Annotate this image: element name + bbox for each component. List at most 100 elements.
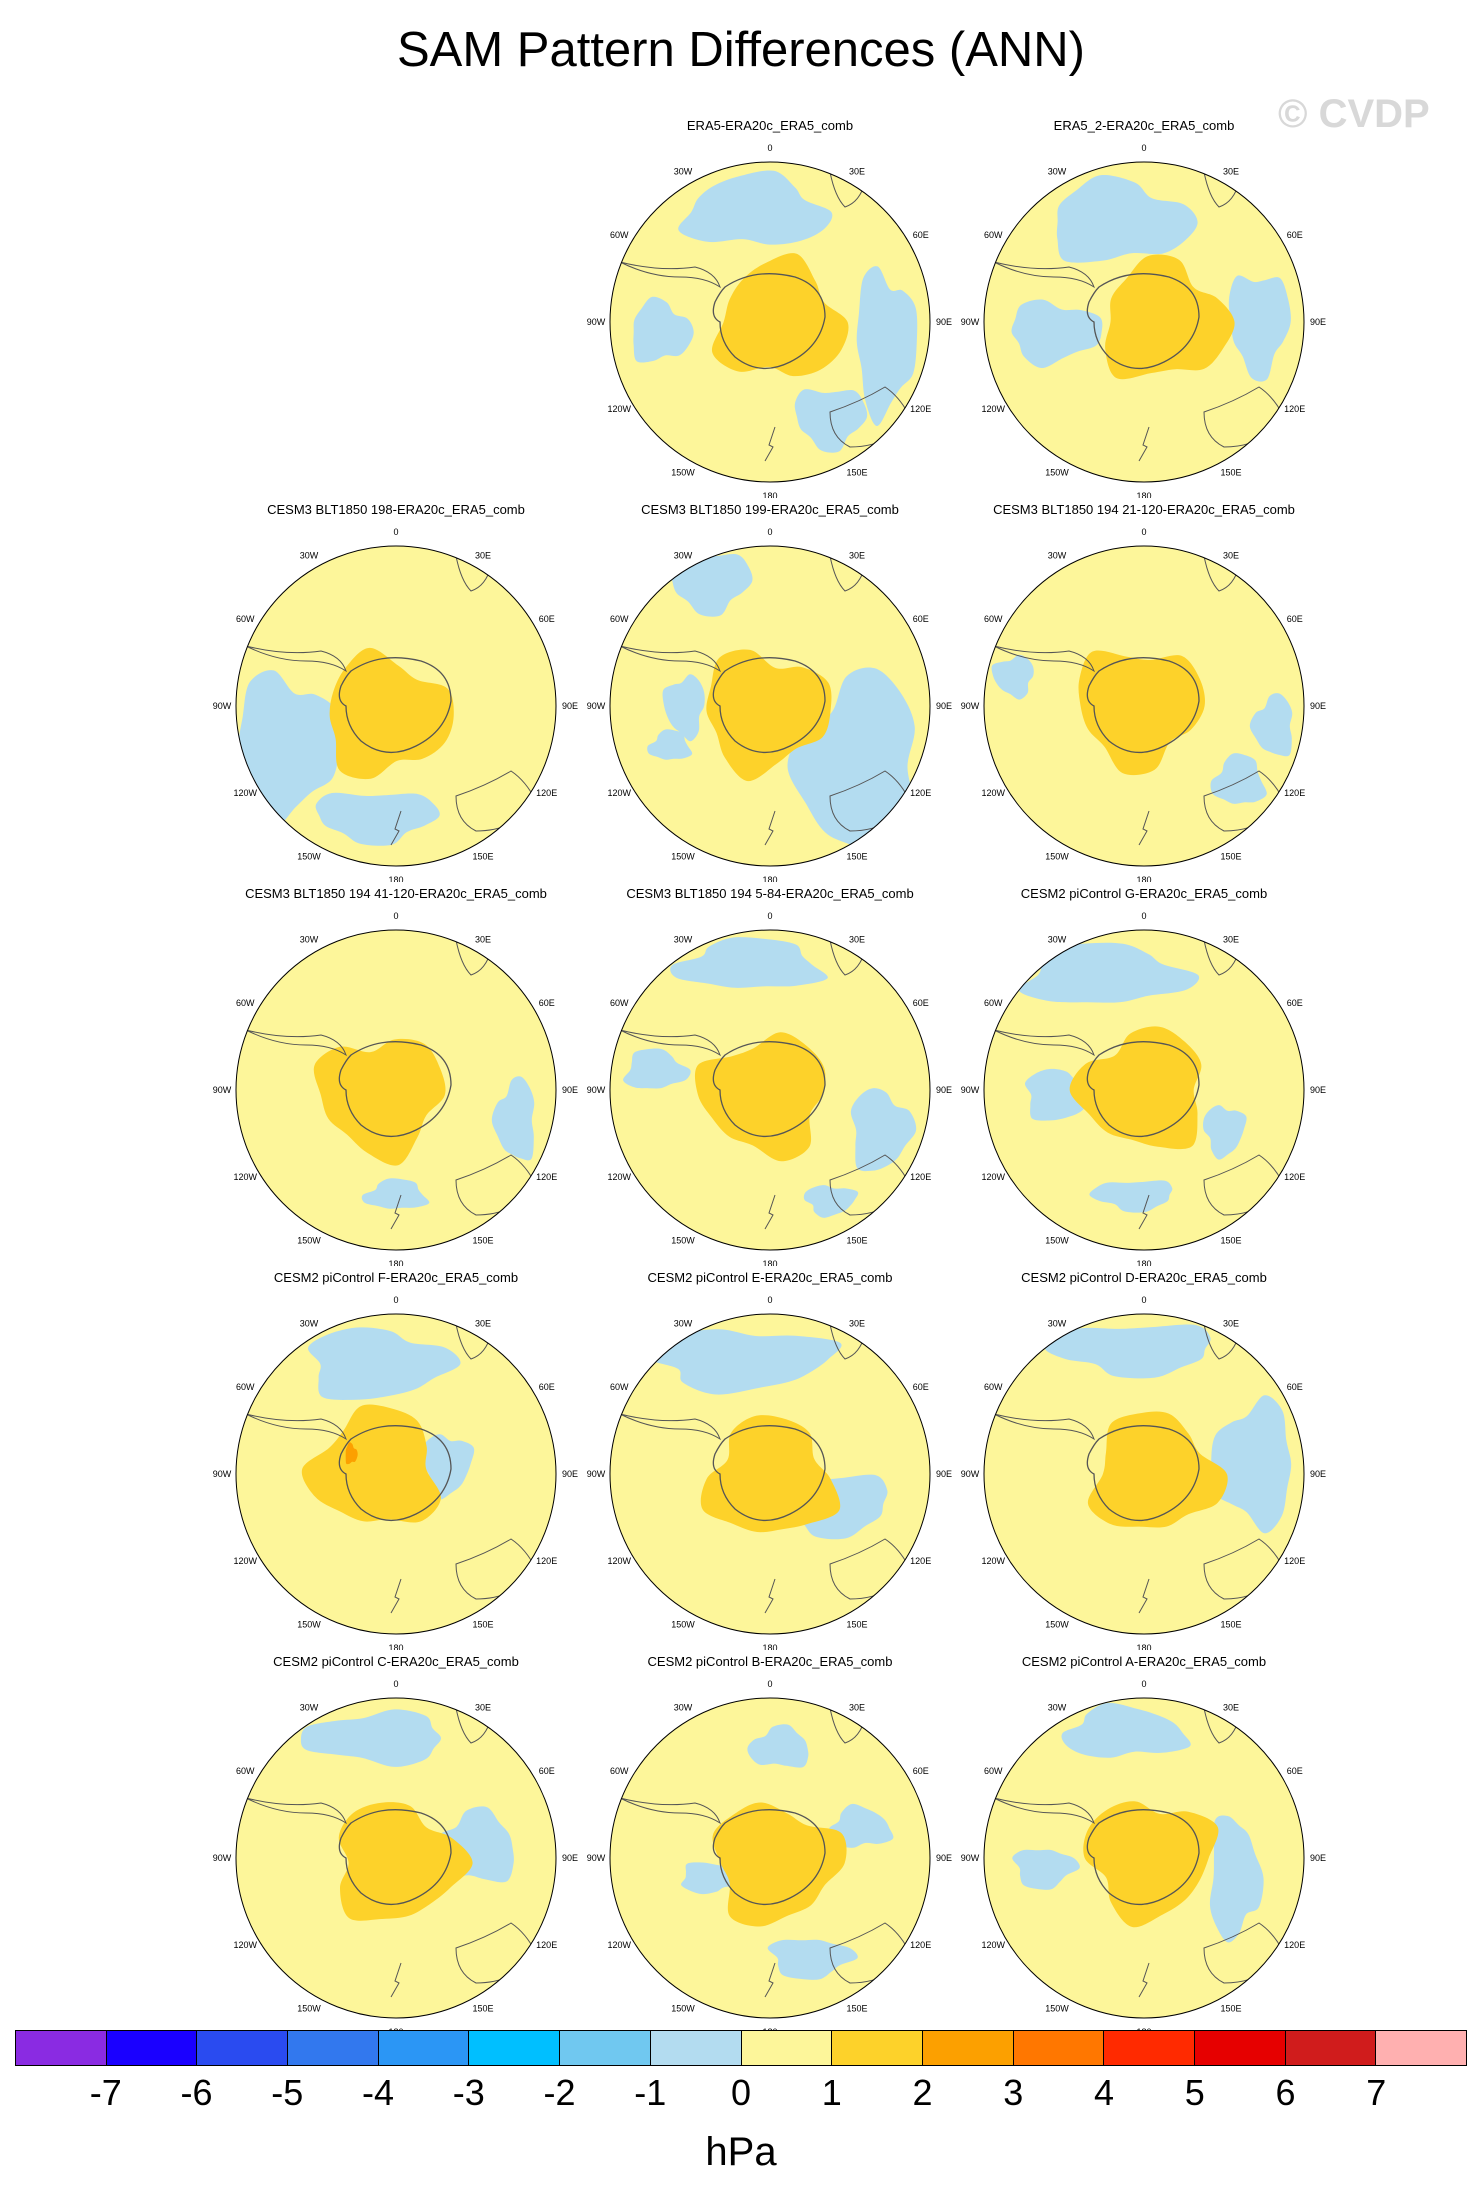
longitude-label: 150E — [1220, 2004, 1241, 2014]
longitude-label: 150E — [846, 1620, 867, 1630]
longitude-label: 30E — [849, 166, 865, 176]
colorbar-tick-label: 6 — [1275, 2072, 1296, 2113]
map-border — [235, 1313, 557, 1635]
longitude-label: 0 — [393, 911, 398, 921]
negative-anomaly-region — [315, 792, 440, 846]
positive-anomaly-region — [313, 1038, 446, 1166]
longitude-label: 30W — [1048, 550, 1067, 560]
antarctica-coastline — [338, 657, 452, 753]
map-panel: ERA5-ERA20c_ERA5_comb 0 30E 60E 90E 120E 150E 1… — [570, 118, 970, 498]
longitude-label: 60E — [1287, 1766, 1303, 1776]
colorbar-box — [650, 2030, 742, 2066]
longitude-label: 90E — [1310, 701, 1326, 711]
longitude-label: 90W — [587, 1853, 606, 1863]
longitude-label: 150E — [1220, 1236, 1241, 1246]
longitude-label: 120W — [982, 788, 1006, 798]
map-panel: CESM2 piControl D-ERA20c_ERA5_comb 0 30E 60… — [944, 1270, 1344, 1650]
africa-coastline — [1203, 939, 1240, 976]
longitude-label: 150W — [671, 1620, 695, 1630]
longitude-label: 90E — [1310, 317, 1326, 327]
antarctica-coastline — [338, 1809, 452, 1905]
longitude-label: 120W — [982, 1172, 1006, 1182]
longitude-label: 120W — [234, 1556, 258, 1566]
negative-anomaly-region — [307, 1327, 461, 1400]
africa-coastline — [1203, 171, 1240, 208]
antarctica-coastline — [712, 1809, 826, 1905]
longitude-label: 30E — [849, 934, 865, 944]
negative-anomaly-region — [1210, 753, 1267, 804]
south-america-coastline — [993, 261, 1095, 289]
negative-anomaly-region — [647, 729, 693, 760]
longitude-label: 30W — [1048, 1318, 1067, 1328]
longitude-label: 0 — [767, 911, 772, 921]
longitude-label: 90W — [587, 317, 606, 327]
africa-coastline — [1203, 1323, 1240, 1360]
longitude-label: 150W — [671, 852, 695, 862]
longitude-label: 150E — [1220, 852, 1241, 862]
longitude-label: 120W — [982, 1940, 1006, 1950]
longitude-label: 180 — [1136, 875, 1151, 882]
longitude-label: 60W — [984, 1382, 1003, 1392]
negative-anomaly-region — [1011, 299, 1103, 369]
negative-anomaly-region — [1061, 1702, 1191, 1758]
africa-coastline — [829, 555, 866, 592]
negative-anomaly-region — [803, 1185, 859, 1218]
colorbar-tick-label: -5 — [271, 2072, 304, 2113]
longitude-label: 30W — [674, 166, 693, 176]
longitude-label: 150W — [297, 1620, 321, 1630]
map-border — [983, 161, 1305, 483]
colorbar-tick-label: 3 — [1003, 2072, 1024, 2113]
negative-anomaly-region — [1211, 1395, 1292, 1534]
longitude-label: 180 — [762, 1643, 777, 1650]
longitude-label: 60W — [236, 614, 255, 624]
antarctica-coastline — [1086, 1809, 1200, 1905]
map-panel: ERA5_2-ERA20c_ERA5_comb 0 30E 60E 90E 120E 150… — [944, 118, 1344, 498]
colorbar-tick-label: 0 — [730, 2072, 752, 2113]
longitude-label: 30E — [849, 1702, 865, 1712]
antarctica-coastline — [1086, 1041, 1200, 1137]
south-america-coastline — [993, 1029, 1095, 1057]
longitude-label: 60E — [1287, 998, 1303, 1008]
negative-anomaly-region — [787, 667, 915, 857]
longitude-label: 90W — [213, 1085, 232, 1095]
negative-anomaly-region — [828, 1803, 894, 1848]
colorbar-box — [378, 2030, 470, 2066]
new-zealand-coastline — [1138, 1194, 1150, 1230]
map-panel: CESM3 BLT1850 199-ERA20c_ERA5_comb 0 30E 60… — [570, 502, 970, 882]
map-border — [609, 1313, 931, 1635]
longitude-label: 0 — [1141, 143, 1146, 153]
antarctica-coastline — [1086, 657, 1200, 753]
negative-anomaly-region — [1018, 942, 1200, 1003]
longitude-label: 0 — [1141, 1295, 1146, 1305]
longitude-label: 0 — [1141, 1679, 1146, 1689]
longitude-label: 90W — [587, 701, 606, 711]
new-zealand-coastline — [1138, 426, 1150, 462]
longitude-label: 30E — [475, 1318, 491, 1328]
colorbar-tick-label: -4 — [361, 2072, 395, 2113]
africa-coastline — [1203, 1707, 1240, 1744]
negative-anomaly-region — [645, 1329, 842, 1395]
longitude-label: 150E — [472, 1620, 493, 1630]
longitude-label: 180 — [762, 875, 777, 882]
longitude-label: 120E — [1284, 1172, 1305, 1182]
longitude-label: 90W — [213, 701, 232, 711]
longitude-label: 120E — [536, 1556, 557, 1566]
longitude-label: 150E — [846, 2004, 867, 2014]
negative-anomaly-region — [300, 1709, 442, 1767]
longitude-label: 150W — [1045, 2004, 1069, 2014]
longitude-label: 60E — [913, 1766, 929, 1776]
longitude-label: 0 — [393, 1679, 398, 1689]
longitude-label: 60W — [610, 1382, 629, 1392]
antarctica-coastline — [712, 1041, 826, 1137]
longitude-label: 90E — [1310, 1085, 1326, 1095]
negative-anomaly-region — [1089, 1180, 1173, 1213]
positive-anomaly-region — [1083, 1801, 1219, 1928]
antarctica-coastline — [1086, 1425, 1200, 1521]
colorbar-box — [1104, 2030, 1195, 2066]
negative-anomaly-region — [669, 553, 753, 617]
